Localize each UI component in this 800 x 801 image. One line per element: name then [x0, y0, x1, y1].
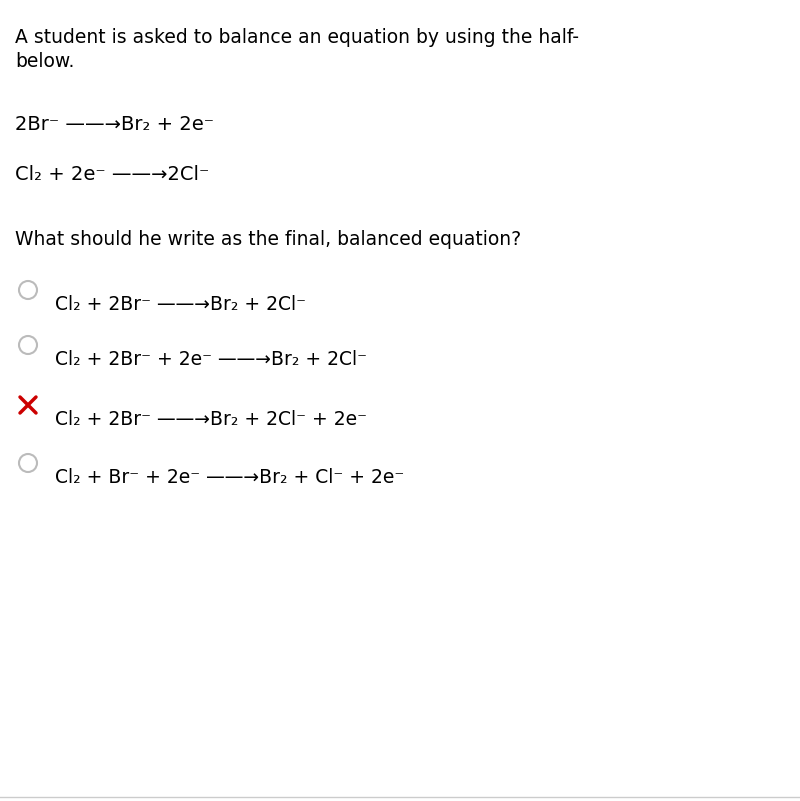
Text: Cl₂ + 2e⁻ ——→2Cl⁻: Cl₂ + 2e⁻ ——→2Cl⁻ — [15, 165, 210, 184]
Text: Cl₂ + 2Br⁻ + 2e⁻ ——→Br₂ + 2Cl⁻: Cl₂ + 2Br⁻ + 2e⁻ ——→Br₂ + 2Cl⁻ — [55, 350, 367, 369]
Text: Cl₂ + 2Br⁻ ——→Br₂ + 2Cl⁻ + 2e⁻: Cl₂ + 2Br⁻ ——→Br₂ + 2Cl⁻ + 2e⁻ — [55, 410, 367, 429]
Text: below.: below. — [15, 52, 74, 71]
Text: 2Br⁻ ——→Br₂ + 2e⁻: 2Br⁻ ——→Br₂ + 2e⁻ — [15, 115, 214, 134]
Text: Cl₂ + Br⁻ + 2e⁻ ——→Br₂ + Cl⁻ + 2e⁻: Cl₂ + Br⁻ + 2e⁻ ——→Br₂ + Cl⁻ + 2e⁻ — [55, 468, 404, 487]
Text: What should he write as the final, balanced equation?: What should he write as the final, balan… — [15, 230, 521, 249]
Text: Cl₂ + 2Br⁻ ——→Br₂ + 2Cl⁻: Cl₂ + 2Br⁻ ——→Br₂ + 2Cl⁻ — [55, 295, 306, 314]
Text: A student is asked to balance an equation by using the half-: A student is asked to balance an equatio… — [15, 28, 579, 47]
